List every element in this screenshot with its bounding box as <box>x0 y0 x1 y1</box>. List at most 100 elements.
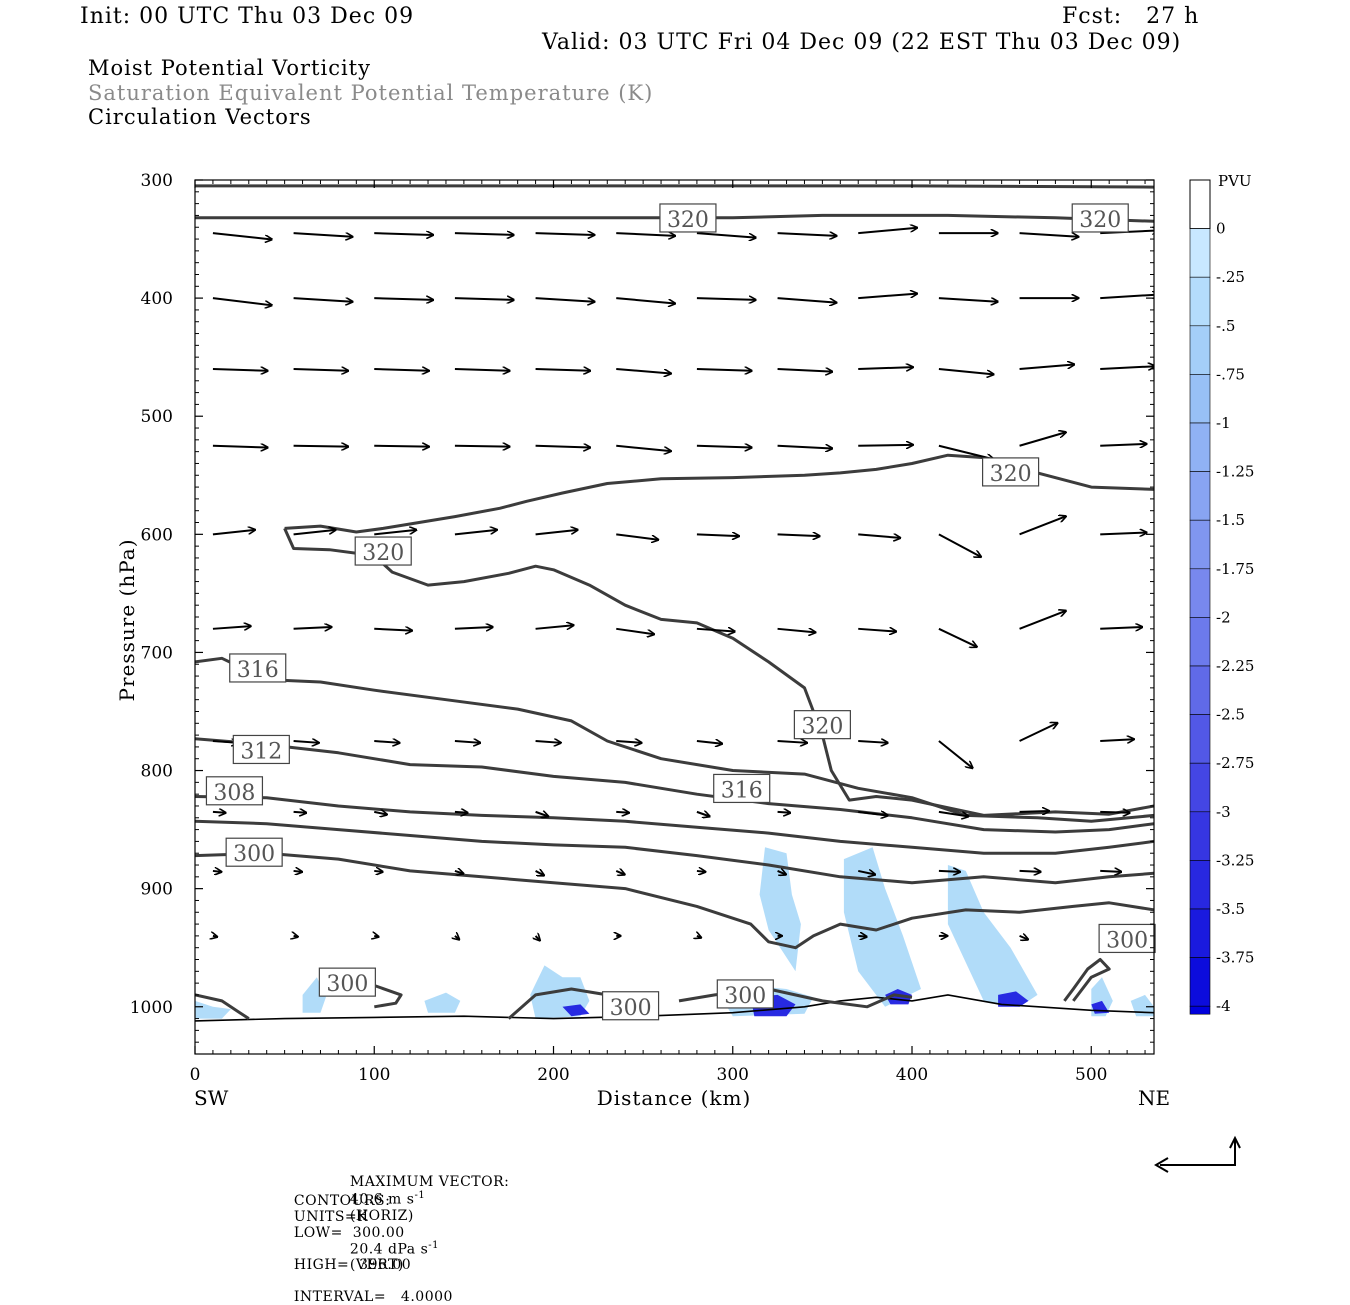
contour-label-text: 316 <box>237 658 279 683</box>
cross-section-chart: 320 320 320 320 320 316 316 312 308 300 300 300 300 3… <box>115 171 1254 1173</box>
circulation-vector <box>616 741 641 743</box>
contour-label: 300 <box>1098 923 1156 953</box>
circulation-vector <box>454 627 493 629</box>
pv-region <box>562 1004 590 1017</box>
contour-label-text: 300 <box>1106 928 1148 953</box>
circulation-vector <box>696 871 705 872</box>
pv-region <box>947 865 1038 1007</box>
circulation-vector <box>1019 811 1049 812</box>
footer-contours: CONTOURS: UNITS=K LOW= 300.00 HIGH= 396.… <box>284 1177 453 1305</box>
circulation-vector <box>1100 444 1146 446</box>
contour-label: 312 <box>232 734 290 764</box>
contour-label-text: 320 <box>990 462 1032 487</box>
contour-label: 320 <box>981 457 1040 487</box>
circulation-vector <box>294 936 298 937</box>
init-time: Init: 00 UTC Thu 03 Dec 09 <box>80 4 415 29</box>
x-tick-label: 0 <box>190 1065 201 1085</box>
circulation-vector <box>696 741 722 744</box>
circulation-vector <box>1100 230 1154 233</box>
circulation-vector <box>696 369 752 371</box>
circulation-vector <box>293 741 319 743</box>
circulation-vector <box>696 446 752 448</box>
circulation-vector <box>374 741 399 743</box>
colorbar-swatch <box>1189 471 1211 521</box>
circulation-vector <box>938 297 998 302</box>
contour-label: 308 <box>205 776 264 806</box>
isentrope-contour <box>678 987 913 1009</box>
circulation-vector <box>616 297 675 303</box>
circulation-vector <box>213 936 217 937</box>
circulation-vector <box>616 367 671 374</box>
colorbar-label: -2 <box>1216 608 1231 626</box>
colorbar-label: -2.5 <box>1216 706 1245 724</box>
circulation-vector <box>1019 871 1041 872</box>
contour-label: 320 <box>354 536 412 566</box>
circulation-vector <box>938 810 968 817</box>
contour-high: HIGH= 396.00 <box>293 1257 412 1273</box>
contour-label: 300 <box>225 837 283 867</box>
circulation-vector <box>212 812 226 813</box>
pv-region <box>759 847 801 972</box>
circulation-vector <box>938 533 981 557</box>
contour-label-text: 300 <box>326 972 368 997</box>
colorbar-label: -.25 <box>1216 268 1245 286</box>
contour-label-box <box>716 979 774 1009</box>
contour-label-box <box>793 710 851 740</box>
circulation-vector <box>535 741 561 743</box>
circulation-vector <box>454 741 480 743</box>
pv-region <box>424 992 461 1013</box>
colorbar-label: -3.25 <box>1216 851 1254 869</box>
circulation-vector <box>777 871 786 875</box>
circulation-vector <box>454 530 497 536</box>
circulation-vector <box>535 871 544 876</box>
circulation-vector <box>1019 611 1066 630</box>
circulation-vector <box>293 232 353 237</box>
circulation-vector <box>777 446 833 449</box>
colorbar-swatch <box>1189 519 1211 570</box>
colorbar-swatch <box>1189 714 1211 764</box>
circulation-vector <box>454 233 514 235</box>
colorbar-label: 0 <box>1216 220 1226 238</box>
contour-label: 300 <box>601 991 660 1021</box>
circulation-vector <box>293 369 349 371</box>
contours-label: CONTOURS: <box>293 1193 391 1209</box>
circulation-vector <box>1019 936 1028 940</box>
circulation-vector <box>374 530 416 536</box>
colorbar-swatch <box>1189 1005 1211 1015</box>
contour-label-box <box>713 773 771 804</box>
valid-time: Valid: 03 UTC Fri 04 Dec 09 (22 EST Thu … <box>542 30 1182 55</box>
x-tick-label: 200 <box>537 1065 569 1085</box>
circulation-vector <box>293 446 349 447</box>
colorbar-swatch <box>1189 228 1211 278</box>
contour-label-box <box>354 536 412 566</box>
colorbar-unit: PVU <box>1218 172 1252 190</box>
circulation-vector <box>212 232 272 239</box>
contour-label-box <box>205 776 264 806</box>
circulation-vector <box>374 233 433 235</box>
circulation-vector <box>374 298 433 300</box>
circulation-vector <box>1100 295 1154 300</box>
contour-label-text: 300 <box>233 842 275 867</box>
circulation-vector <box>535 625 574 629</box>
contour-label: 300 <box>318 967 376 997</box>
isentrope-contour <box>195 737 1154 834</box>
colorbar-swatch <box>1189 179 1211 230</box>
isentrope-contour <box>195 656 1154 823</box>
colorbar-swatch <box>1189 957 1211 1007</box>
contour-label: 320 <box>793 710 851 740</box>
y-tick-label: 300 <box>141 171 173 191</box>
pv-region <box>195 1000 231 1019</box>
circulation-vector <box>212 530 255 536</box>
isentrope-contour <box>195 213 1154 223</box>
circulation-vector <box>212 297 272 305</box>
isentrope-contour <box>283 527 1154 817</box>
colorbar-swatch <box>1189 908 1211 958</box>
contour-label-text: 320 <box>801 715 843 740</box>
circulation-vector <box>374 871 382 872</box>
circulation-vector <box>293 530 336 536</box>
colorbar-label: -3.5 <box>1216 900 1245 918</box>
endpoint-right: NE <box>1138 1086 1170 1110</box>
circulation-vector <box>1019 723 1058 742</box>
circulation-vector <box>696 629 735 632</box>
contour-label-box <box>981 457 1040 487</box>
